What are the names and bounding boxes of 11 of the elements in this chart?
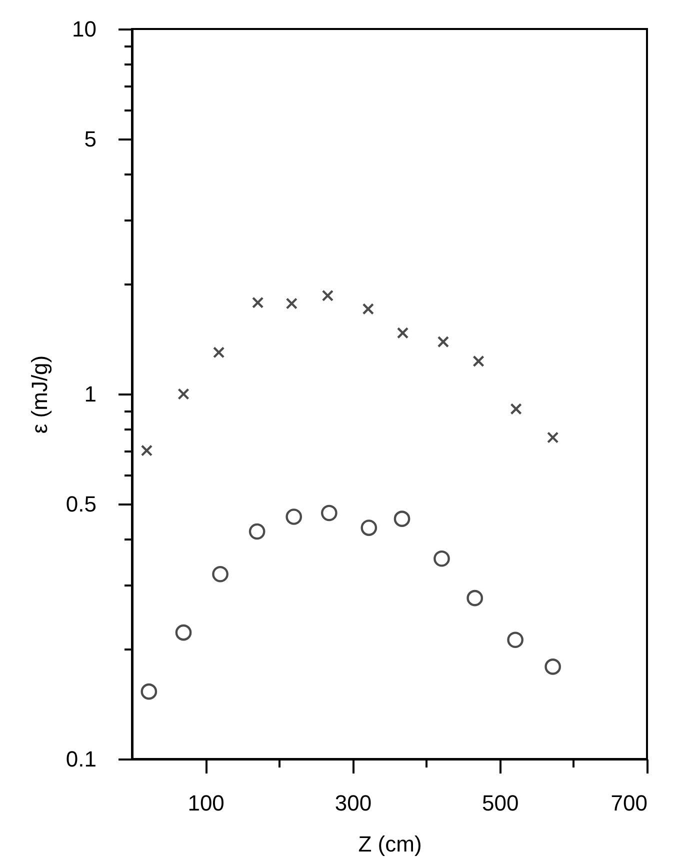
y-tick-label: 5 [84,126,96,152]
y-axis-title: ε (mJ/g) [26,355,52,434]
x-tick-label: 300 [334,790,372,816]
y-tick-label: 1 [84,382,96,406]
x-axis-title: Z (cm) [358,832,422,856]
x-tick-label: 700 [610,790,648,816]
y-tick-label: 0.5 [66,491,96,516]
x-tick-label: 100 [188,790,224,816]
x-tick-label: 500 [482,790,519,816]
y-tick-label: 0.1 [66,746,96,772]
y-tick-label: 10 [72,16,96,42]
